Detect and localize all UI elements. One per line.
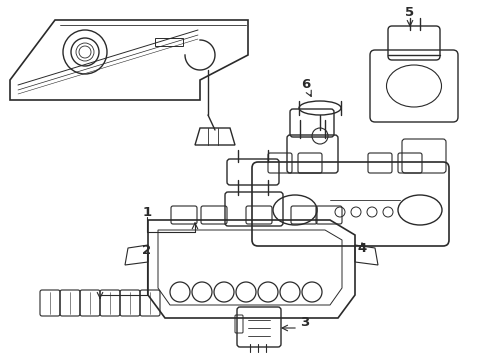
Text: 4: 4 [357, 242, 367, 255]
Bar [155, 38, 183, 46]
Text: 6: 6 [301, 78, 311, 91]
Text: 3: 3 [300, 315, 309, 328]
Text: 1: 1 [143, 207, 151, 220]
Text: 5: 5 [405, 5, 415, 18]
Text: 2: 2 [143, 243, 151, 256]
